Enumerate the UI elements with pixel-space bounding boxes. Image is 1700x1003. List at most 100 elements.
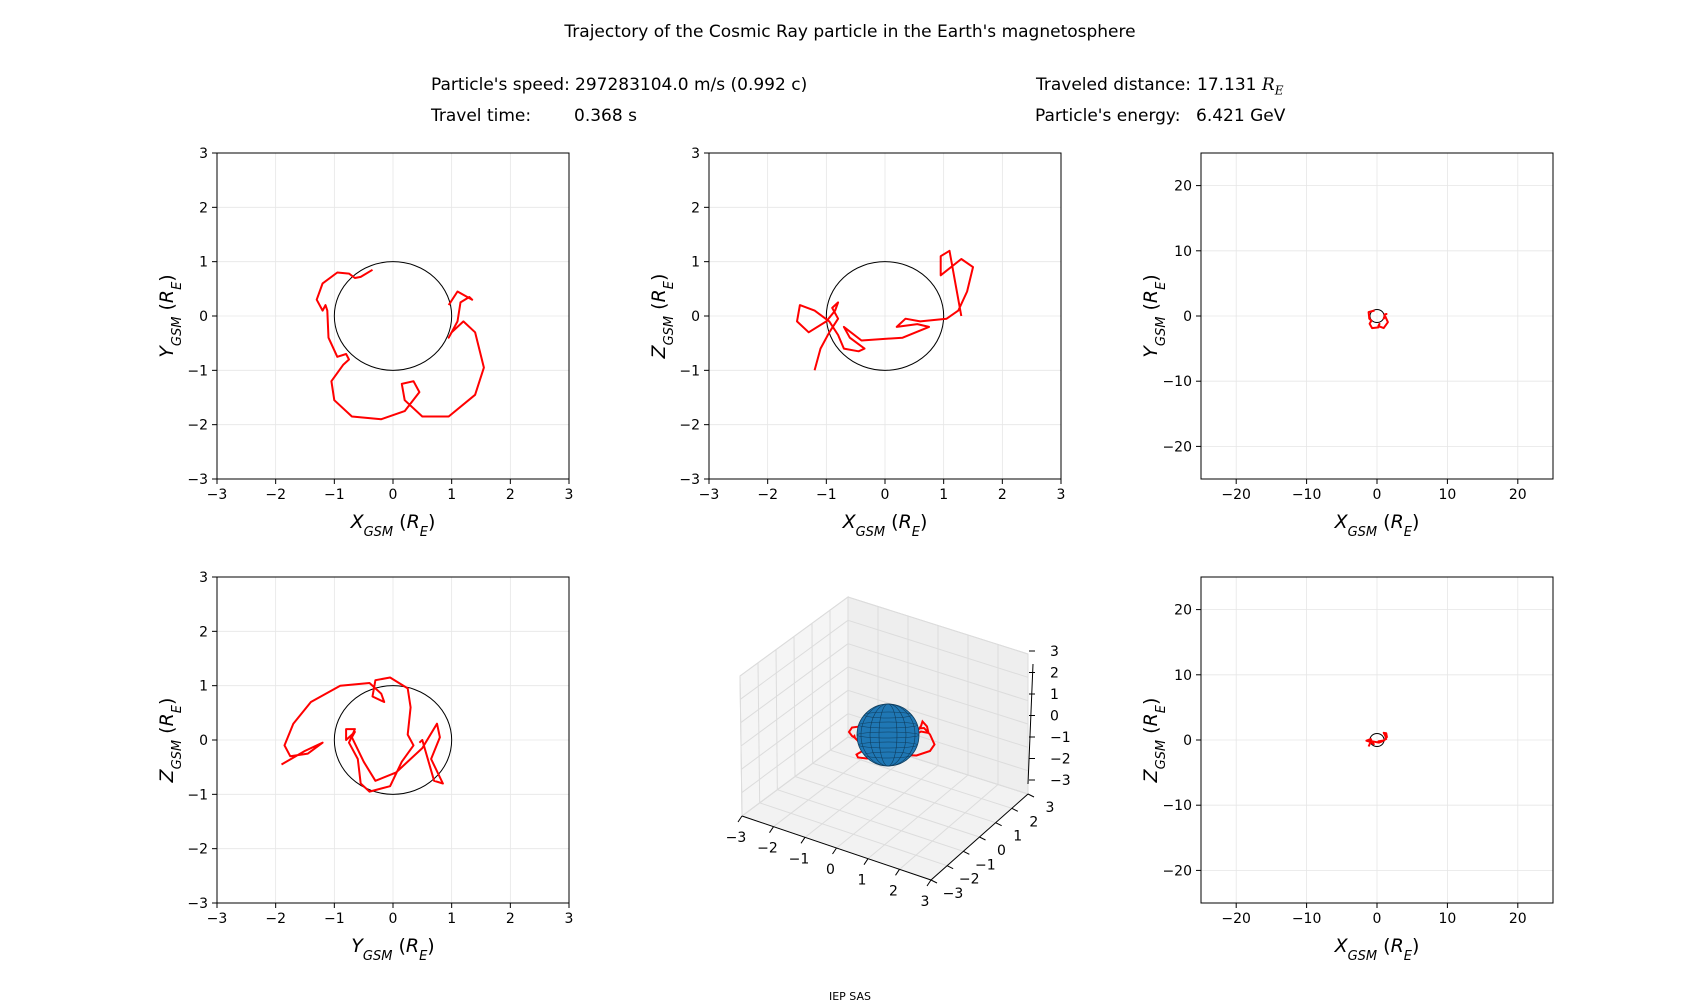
- x-tick-label: −3: [699, 487, 720, 503]
- x-label-close: ): [1412, 935, 1419, 957]
- x-label-open: (: [1377, 935, 1390, 957]
- z3-tick-label: 2: [1050, 666, 1059, 682]
- y-label-var-sub: GSM: [170, 317, 185, 347]
- x-tick-label: −3: [207, 487, 228, 503]
- x-tick-label: 0: [1373, 911, 1382, 927]
- y3-tick-label: 3: [1046, 800, 1055, 816]
- x-tick-label: −2: [265, 911, 286, 927]
- y-tick-label: 2: [691, 200, 700, 216]
- y3-tick: [1028, 794, 1034, 797]
- x-label-var: XGSM: [350, 511, 394, 540]
- z3-tick-label: −2: [1050, 752, 1071, 768]
- x-label-unit: RE: [407, 511, 429, 540]
- z3-tick-label: 0: [1050, 709, 1059, 725]
- x-axis-label: XGSM (RE): [1334, 935, 1420, 964]
- y-label-close: ): [156, 698, 178, 705]
- x-label-unit: RE: [899, 511, 921, 540]
- x-label-close: ): [428, 511, 435, 533]
- x-tick-label: −10: [1292, 911, 1322, 927]
- z3-tick-label: −3: [1050, 773, 1071, 789]
- x-label-var-base: X: [1334, 511, 1349, 533]
- x3-tick: [801, 837, 805, 843]
- x-label-close: ): [427, 935, 434, 957]
- y-label-open: (: [1140, 726, 1162, 739]
- x-axis-label: XGSM (RE): [842, 511, 928, 540]
- x3-tick-label: 3: [921, 894, 930, 910]
- x-tick-label: −20: [1221, 911, 1251, 927]
- x-tick-label: −2: [265, 487, 286, 503]
- x-tick-label: 1: [447, 911, 456, 927]
- y-tick-label: −10: [1162, 798, 1192, 814]
- x-label-var: XGSM: [842, 511, 886, 540]
- y-tick-label: −3: [187, 472, 208, 488]
- x-tick-label: −1: [324, 487, 345, 503]
- y-tick-label: −2: [679, 418, 700, 434]
- x3-tick-label: −3: [726, 830, 747, 846]
- x-tick-label: 20: [1509, 911, 1527, 927]
- y-label-var: ZGSM: [1140, 740, 1169, 784]
- x-label-open: (: [393, 511, 406, 533]
- x-tick-label: 2: [506, 487, 515, 503]
- x-label-unit: RE: [1391, 511, 1413, 540]
- x-label-unit-base: R: [406, 935, 419, 957]
- x3-tick: [770, 827, 774, 833]
- y-label-unit-base: R: [156, 290, 178, 303]
- y-label-open: (: [648, 302, 670, 315]
- y-tick-label: 2: [199, 200, 208, 216]
- x-label-var: XGSM: [1334, 935, 1378, 964]
- y-tick-label: −20: [1162, 863, 1192, 879]
- x-tick-label: −20: [1221, 487, 1251, 503]
- y3-tick-label: −3: [943, 886, 964, 902]
- y-label-unit: RE: [648, 280, 677, 302]
- x-label-unit-base: R: [899, 511, 912, 533]
- y3-tick: [963, 851, 969, 854]
- x-tick-label: 0: [389, 487, 398, 503]
- y-label-var: YGSM: [1140, 317, 1169, 358]
- x-tick-label: 3: [1057, 487, 1066, 503]
- x-tick-label: 0: [881, 487, 890, 503]
- x-tick-label: −3: [207, 911, 228, 927]
- x-tick-label: 3: [565, 487, 574, 503]
- y-tick-label: 0: [199, 309, 208, 325]
- y-label-var-base: Z: [1140, 768, 1162, 783]
- x-tick-label: −2: [757, 487, 778, 503]
- y-tick-label: 2: [199, 624, 208, 640]
- x-label-open: (: [885, 511, 898, 533]
- y-tick-label: 3: [199, 570, 208, 586]
- z3-tick-label: 3: [1050, 644, 1059, 660]
- y-label-var-base: Z: [648, 344, 670, 359]
- y-tick-label: −20: [1162, 439, 1192, 455]
- y-tick-label: 3: [691, 146, 700, 162]
- y-tick-label: −1: [187, 363, 208, 379]
- x-label-open: (: [392, 935, 405, 957]
- footer-credit: IEP SAS: [0, 990, 1700, 1003]
- y-tick-label: 3: [199, 146, 208, 162]
- y-tick-label: −3: [187, 896, 208, 912]
- x3-tick: [864, 859, 868, 865]
- y-label-var-base: Z: [156, 768, 178, 783]
- x-tick-label: −1: [324, 911, 345, 927]
- y-label-unit-base: R: [648, 289, 670, 302]
- y-tick-label: −2: [187, 842, 208, 858]
- y-label-var-sub: GSM: [1154, 740, 1169, 770]
- y-axis-label: ZGSM (RE): [156, 698, 185, 784]
- x-label-var-base: X: [1334, 935, 1349, 957]
- y-tick-label: 0: [691, 309, 700, 325]
- y-label-unit-base: R: [1140, 713, 1162, 726]
- x-tick-label: 2: [506, 911, 515, 927]
- y3-tick: [980, 837, 986, 840]
- y-label-close: ): [1140, 274, 1162, 281]
- y-tick-label: −3: [679, 472, 700, 488]
- x-tick-label: 10: [1438, 911, 1456, 927]
- x-tick-label: 20: [1509, 487, 1527, 503]
- x-tick-label: 1: [939, 487, 948, 503]
- y3-tick: [931, 880, 937, 883]
- grid-line-left: [812, 623, 813, 763]
- x-tick-label: 0: [1373, 487, 1382, 503]
- trajectory-line: [282, 678, 443, 792]
- y-label-unit: RE: [156, 704, 185, 726]
- y-label-unit-base: R: [156, 713, 178, 726]
- x-tick-label: 0: [389, 911, 398, 927]
